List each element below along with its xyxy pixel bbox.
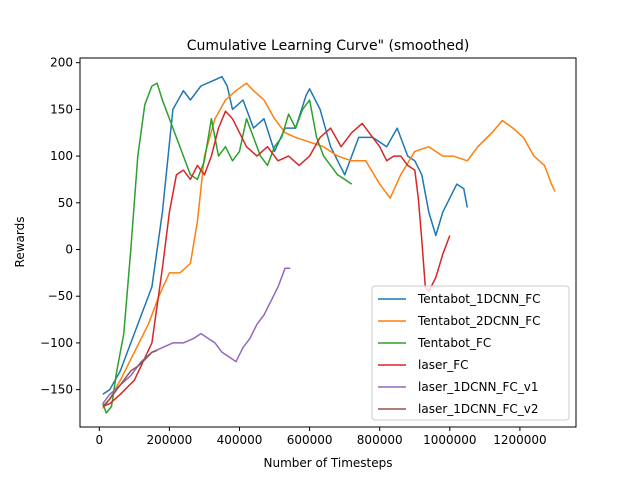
x-tick-label: 1000000 <box>423 433 476 447</box>
series-line-laser_FC <box>102 110 451 408</box>
legend-label-Tentabot_1DCNN_FC: Tentabot_1DCNN_FC <box>417 292 541 306</box>
legend-box <box>371 285 570 421</box>
legend: Tentabot_1DCNN_FC Tentabot_2DCNN_FC Tentab… <box>371 285 570 421</box>
y-tick-label: 200 <box>50 56 73 70</box>
x-tick-label: 0 <box>95 433 103 447</box>
plot-frame <box>79 57 577 428</box>
y-tick-label: 150 <box>50 102 73 116</box>
y-tick-label: 50 <box>58 196 73 210</box>
series-line-laser_1DCNN_FC_v2 <box>102 349 158 407</box>
ticks-layer: 0 200000 400000 600000 800000 1000000 1200000 −… <box>40 56 547 447</box>
x-tick-label: 800000 <box>357 433 403 447</box>
y-tick-label: 0 <box>65 243 73 257</box>
x-tick-label: 200000 <box>146 433 192 447</box>
y-tick-label: −150 <box>40 383 73 397</box>
x-tick-label: 400000 <box>217 433 263 447</box>
x-tick-label: 1200000 <box>493 433 546 447</box>
legend-label-laser_1DCNN_FC_v2: laser_1DCNN_FC_v2 <box>418 402 538 416</box>
y-axis-label: Rewards <box>13 217 27 268</box>
legend-label-laser_FC: laser_FC <box>418 358 469 372</box>
x-tick-label: 600000 <box>287 433 333 447</box>
x-axis-label: Number of Timesteps <box>264 456 393 470</box>
y-tick-label: −100 <box>40 336 73 350</box>
series-layer <box>102 75 556 414</box>
legend-label-Tentabot_FC: Tentabot_FC <box>417 336 491 350</box>
y-tick-label: 100 <box>50 149 73 163</box>
chart-title: Cumulative Learning Curve" (smoothed) <box>187 38 470 54</box>
series-line-Tentabot_FC <box>102 82 353 414</box>
legend-label-Tentabot_2DCNN_FC: Tentabot_2DCNN_FC <box>417 314 541 328</box>
legend-label-laser_1DCNN_FC_v1: laser_1DCNN_FC_v1 <box>418 380 538 394</box>
y-tick-label: −50 <box>48 289 73 303</box>
